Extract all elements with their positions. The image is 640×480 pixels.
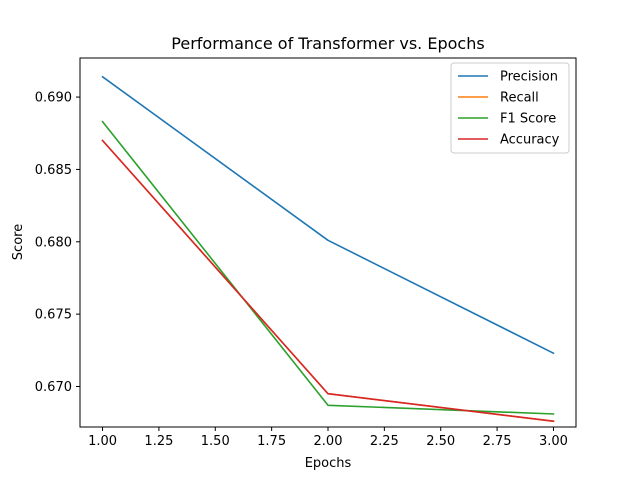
legend-label: Precision: [500, 70, 558, 85]
y-tick-label: 0.670: [35, 380, 72, 395]
x-tick-label: 2.50: [426, 434, 455, 449]
y-axis: 0.670 0.675 0.680 0.685 0.690: [35, 91, 80, 395]
legend: Precision Recall F1 Score Accuracy: [450, 62, 570, 154]
legend-box: [450, 62, 570, 154]
x-tick-label: 2.25: [370, 434, 399, 449]
series-line-precision: [101, 75, 555, 355]
y-tick-label: 0.675: [35, 308, 72, 323]
x-tick-label: 1.25: [144, 434, 173, 449]
legend-label: Recall: [500, 91, 539, 106]
y-tick-label: 0.685: [35, 163, 72, 178]
x-tick-label: 1.75: [257, 434, 286, 449]
x-tick-label: 1.50: [201, 434, 230, 449]
legend-label: Accuracy: [500, 133, 560, 148]
series-line-recall: [101, 139, 555, 423]
series-lines: [101, 75, 555, 423]
y-tick-label: 0.680: [35, 235, 72, 250]
y-axis-label: Score: [11, 224, 26, 260]
x-tick-label: 1.00: [88, 434, 117, 449]
x-tick-label: 2.75: [483, 434, 512, 449]
series-line-accuracy: [101, 139, 555, 423]
chart-title: Performance of Transformer vs. Epochs: [171, 34, 484, 53]
legend-label: F1 Score: [500, 112, 556, 127]
x-axis-label: Epochs: [305, 456, 352, 471]
x-tick-label: 3.00: [539, 434, 568, 449]
x-tick-label: 2.00: [314, 434, 343, 449]
series-line-f1-score: [101, 120, 555, 415]
y-tick-label: 0.690: [35, 91, 72, 106]
x-axis: 1.00 1.25 1.50 1.75 2.00 2.25 2.50 2.75 3.00: [88, 427, 568, 449]
